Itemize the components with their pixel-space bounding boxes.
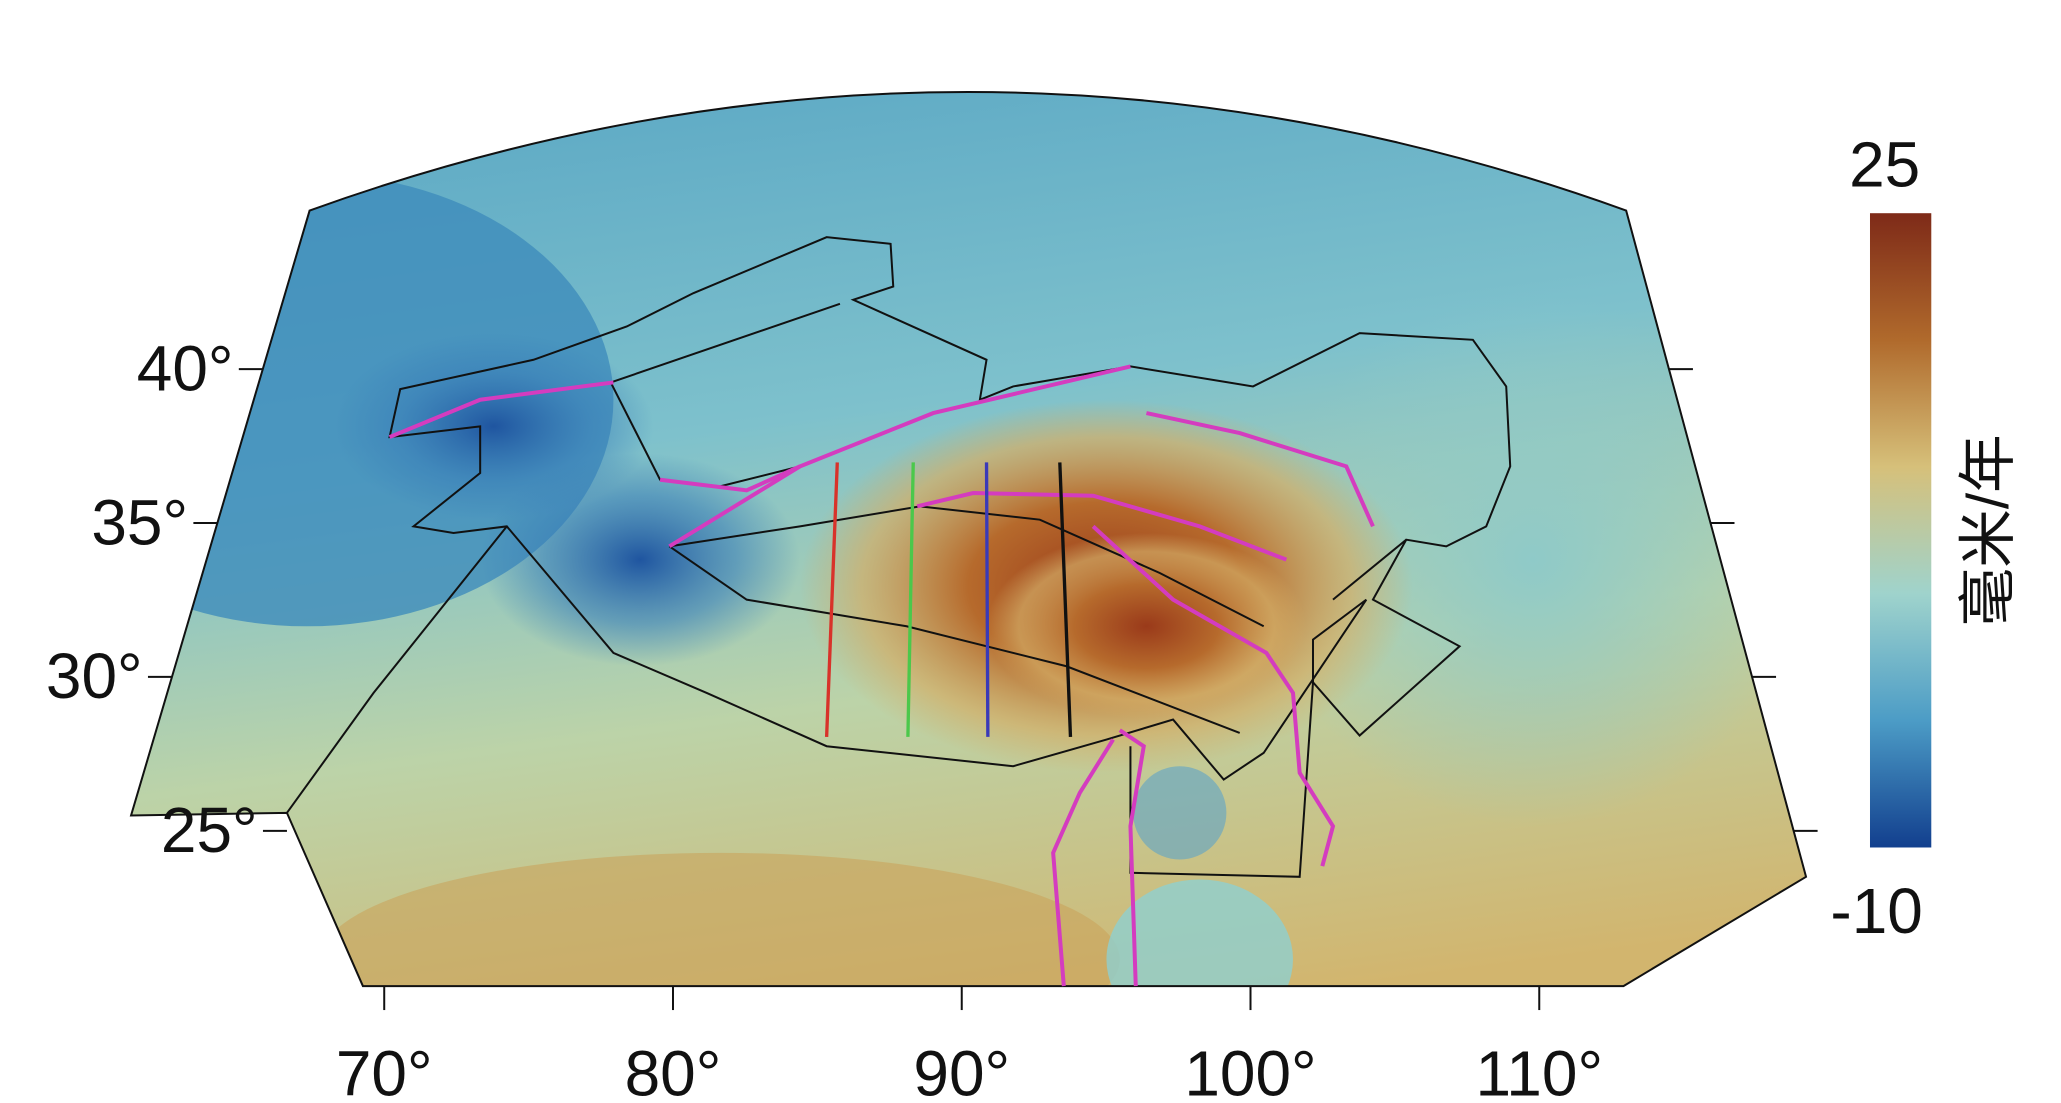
colorbar-max: 25: [1849, 129, 1920, 201]
colorbar-label: 毫米/年: [1956, 434, 2021, 626]
y-tick-label: 25°: [161, 794, 258, 866]
boundaries: [286, 236, 1512, 878]
colorbar-min: -10: [1830, 875, 1922, 947]
x-tick-label: 110°: [1475, 1037, 1603, 1098]
y-tick-label: 30°: [46, 640, 143, 712]
y-tick-label: 40°: [137, 332, 234, 404]
profiles: [824, 462, 1073, 737]
faults: [388, 364, 1375, 987]
x-tick-label: 100°: [1184, 1037, 1316, 1098]
x-tick-label: 70°: [336, 1037, 433, 1098]
map-frame: [129, 90, 1808, 988]
x-tick-label: 80°: [625, 1037, 722, 1098]
y-tick-label: 35°: [91, 486, 188, 558]
colorbar: [1869, 213, 1932, 848]
x-tick-label: 90°: [913, 1037, 1010, 1098]
